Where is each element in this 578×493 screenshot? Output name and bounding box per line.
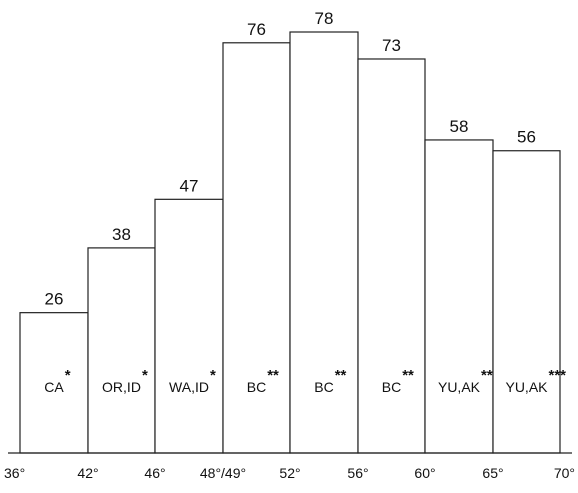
x-tick-label: 52° <box>279 465 300 481</box>
bar-region-label: WA,ID <box>169 379 209 395</box>
bar-region-label: BC <box>247 379 266 395</box>
bar <box>424 139 494 454</box>
bar <box>492 150 561 454</box>
bar-star-marker: * <box>210 367 216 384</box>
x-tick-label: 56° <box>347 465 368 481</box>
bar-value-label: 73 <box>382 36 401 55</box>
bar <box>222 42 291 454</box>
x-tick-label: 48°/49° <box>200 465 246 481</box>
bar-value-label: 58 <box>450 117 469 136</box>
bar-star-marker: * <box>142 367 148 384</box>
bar-region-label: YU,AK <box>505 379 548 395</box>
bar-value-label: 26 <box>45 290 64 309</box>
x-tick-label: 46° <box>144 465 165 481</box>
bar-star-marker: ** <box>402 367 414 384</box>
bar-region-label: OR,ID <box>102 379 141 395</box>
bar-region-label: YU,AK <box>438 379 481 395</box>
x-tick-label: 70° <box>554 465 575 481</box>
bar-star-marker: *** <box>549 367 567 384</box>
bar <box>19 312 89 454</box>
bar-star-marker: ** <box>267 367 279 384</box>
bar-region-label: BC <box>314 379 333 395</box>
bar-value-label: 78 <box>315 9 334 28</box>
bar-region-label: BC <box>382 379 401 395</box>
bar-star-marker: ** <box>335 367 347 384</box>
bar-value-label: 76 <box>247 20 266 39</box>
bar-star-marker: * <box>65 367 71 384</box>
bar-region-label: CA <box>44 379 64 395</box>
x-tick-label: 36° <box>4 465 25 481</box>
bar-value-label: 47 <box>180 176 199 195</box>
x-tick-label: 60° <box>414 465 435 481</box>
bar-value-label: 56 <box>517 128 536 147</box>
bar <box>289 31 359 454</box>
bar <box>154 198 224 454</box>
bar <box>87 247 156 454</box>
x-tick-label: 42° <box>77 465 98 481</box>
bar-value-label: 38 <box>112 225 131 244</box>
x-tick-label: 65° <box>482 465 503 481</box>
bar <box>357 58 426 454</box>
